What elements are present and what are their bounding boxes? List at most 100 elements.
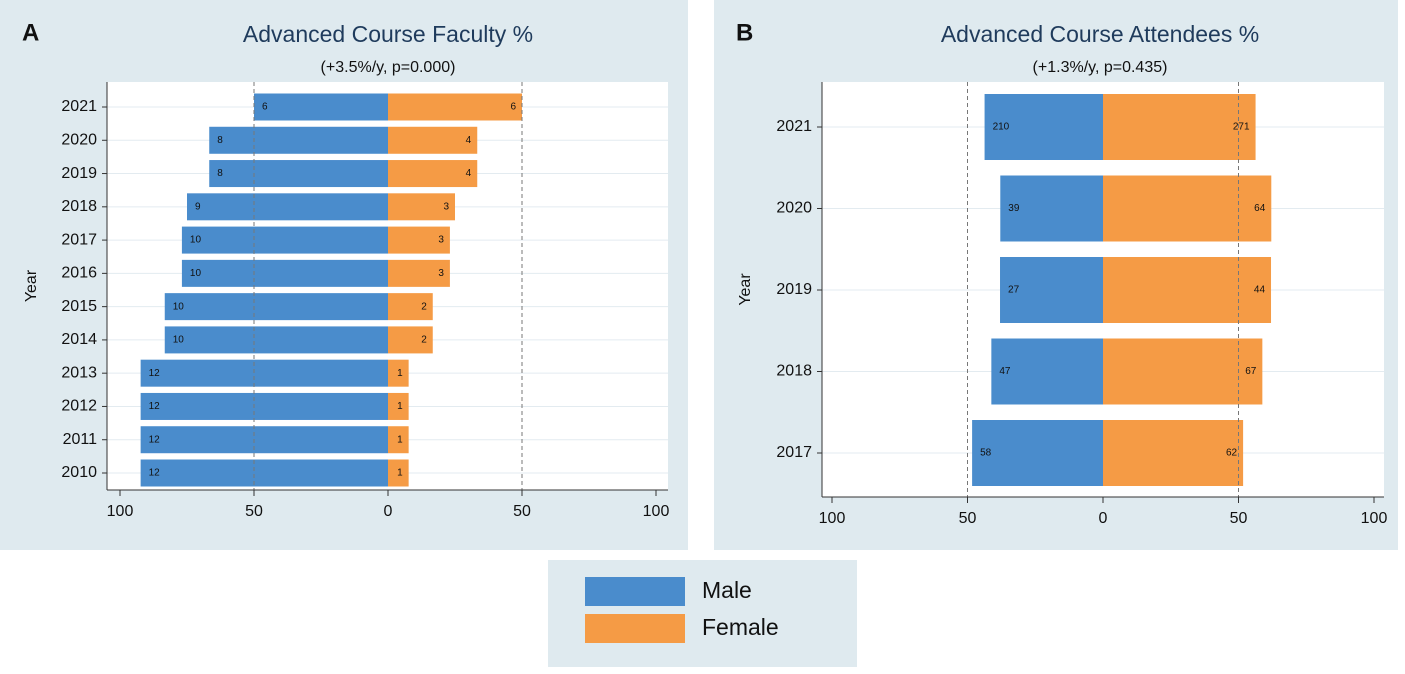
y-tick-label: 2017 <box>61 231 97 248</box>
count-label: 47 <box>999 366 1011 377</box>
bar <box>164 293 388 321</box>
x-tick-label: 100 <box>819 510 846 527</box>
y-tick-label: 2018 <box>776 363 812 380</box>
count-label: 4 <box>466 168 472 179</box>
count-label: 210 <box>993 122 1010 133</box>
bar <box>388 426 409 454</box>
y-tick-label: 2011 <box>63 431 98 448</box>
panel-label: B <box>736 19 753 46</box>
bar <box>984 94 1103 160</box>
count-label: 6 <box>510 102 516 113</box>
count-label: 12 <box>149 468 161 479</box>
count-label: 10 <box>190 268 202 279</box>
x-tick-label: 100 <box>1361 510 1388 527</box>
y-tick-label: 2019 <box>776 281 812 298</box>
count-label: 1 <box>397 368 403 379</box>
bar <box>140 459 388 487</box>
y-tick-label: 2021 <box>61 98 97 115</box>
bar <box>140 359 388 387</box>
x-tick-label: 100 <box>643 503 670 520</box>
chart-title: Advanced Course Attendees % <box>941 21 1259 47</box>
y-tick-label: 2019 <box>61 165 97 182</box>
count-label: 12 <box>149 434 161 445</box>
chart-title: Advanced Course Faculty % <box>243 21 533 47</box>
count-label: 10 <box>190 235 202 246</box>
bar <box>388 193 455 221</box>
bar <box>388 126 478 154</box>
count-label: 6 <box>262 102 268 113</box>
count-label: 1 <box>397 434 403 445</box>
y-axis-label: Year <box>23 269 40 302</box>
legend-label: Female <box>702 614 779 640</box>
bar <box>991 338 1103 405</box>
y-tick-label: 2014 <box>61 331 97 348</box>
bar <box>1103 420 1244 486</box>
x-tick-label: 0 <box>384 503 393 520</box>
y-tick-label: 2020 <box>61 131 97 148</box>
bar <box>181 259 388 287</box>
bar <box>388 226 450 254</box>
bar <box>388 293 433 321</box>
bar <box>1103 175 1272 242</box>
y-tick-label: 2010 <box>61 464 97 481</box>
count-label: 2 <box>421 301 427 312</box>
count-label: 39 <box>1008 203 1020 214</box>
bar <box>209 126 388 154</box>
count-label: 10 <box>173 335 185 346</box>
bar <box>254 93 388 121</box>
bar <box>1000 175 1103 242</box>
y-tick-label: 2020 <box>776 200 812 217</box>
bar <box>140 426 388 454</box>
legend-label: Male <box>702 577 752 603</box>
x-tick-label: 0 <box>1099 510 1108 527</box>
count-label: 1 <box>397 401 403 412</box>
x-tick-label: 50 <box>245 503 263 520</box>
bar <box>164 326 388 354</box>
bar <box>388 160 478 188</box>
bar <box>1103 338 1263 405</box>
x-tick-label: 100 <box>107 503 134 520</box>
bar <box>388 93 522 121</box>
y-tick-label: 2016 <box>61 265 97 282</box>
count-label: 3 <box>438 268 444 279</box>
count-label: 12 <box>149 368 161 379</box>
count-label: 44 <box>1254 285 1266 296</box>
bar <box>1103 257 1272 323</box>
legend-swatch <box>585 577 685 606</box>
bar <box>1103 94 1256 160</box>
count-label: 8 <box>217 168 223 179</box>
bar <box>1000 257 1103 323</box>
bar <box>140 392 388 420</box>
count-label: 271 <box>1233 122 1250 133</box>
count-label: 67 <box>1245 366 1257 377</box>
count-label: 64 <box>1254 203 1266 214</box>
y-axis-label: Year <box>737 273 754 306</box>
count-label: 1 <box>397 468 403 479</box>
y-tick-label: 2017 <box>776 444 812 461</box>
count-label: 10 <box>173 301 185 312</box>
bar <box>972 420 1103 486</box>
x-tick-label: 50 <box>1230 510 1248 527</box>
bar <box>388 459 409 487</box>
count-label: 3 <box>443 201 449 212</box>
bar <box>388 326 433 354</box>
chart-subtitle: (+1.3%/y, p=0.435) <box>1033 59 1168 76</box>
y-tick-label: 2013 <box>61 364 97 381</box>
count-label: 27 <box>1008 285 1020 296</box>
count-label: 12 <box>149 401 161 412</box>
bar <box>187 193 388 221</box>
count-label: 58 <box>980 448 992 459</box>
x-tick-label: 50 <box>959 510 977 527</box>
count-label: 3 <box>438 235 444 246</box>
count-label: 8 <box>217 135 223 146</box>
bar <box>388 392 409 420</box>
y-tick-label: 2018 <box>61 198 97 215</box>
count-label: 2 <box>421 335 427 346</box>
count-label: 62 <box>1226 448 1238 459</box>
y-tick-label: 2015 <box>61 298 97 315</box>
chart-subtitle: (+3.5%/y, p=0.000) <box>321 59 456 76</box>
legend-swatch <box>585 614 685 643</box>
x-tick-label: 50 <box>513 503 531 520</box>
bar <box>388 259 450 287</box>
